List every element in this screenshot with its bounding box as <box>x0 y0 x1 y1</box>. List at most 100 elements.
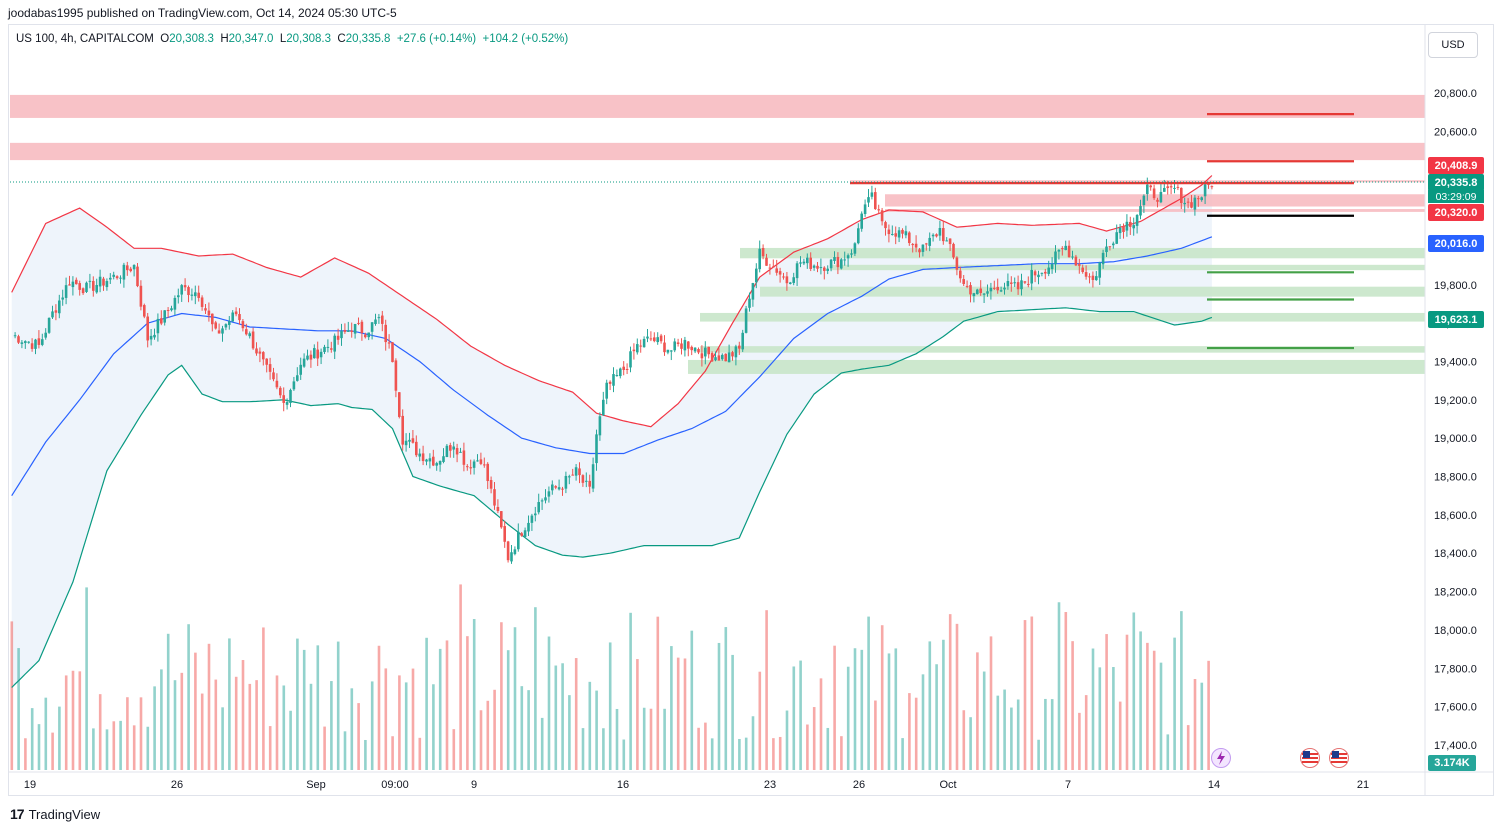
candle-body <box>938 228 942 236</box>
price-tick-label: 19,400.0 <box>1434 356 1477 368</box>
candle-body <box>877 209 880 211</box>
candle-body <box>285 401 289 405</box>
candle-body <box>663 342 666 353</box>
volume-bar <box>527 690 530 770</box>
candle-body <box>1078 264 1081 266</box>
volume-bar <box>704 722 707 770</box>
candle-body <box>119 277 122 279</box>
candle-body <box>1105 246 1108 253</box>
candle-body <box>156 318 160 334</box>
volume-bar <box>350 688 354 770</box>
candle-body <box>20 342 24 344</box>
candle-body <box>789 282 792 284</box>
volume-bar <box>58 706 61 770</box>
time-tick-label: 14 <box>1208 779 1220 791</box>
candle-body <box>1156 199 1159 202</box>
us-flag-event-icon[interactable] <box>1300 748 1320 768</box>
candle-body <box>54 310 58 313</box>
us-flag-event-icon[interactable] <box>1329 748 1349 768</box>
candle-body <box>1091 275 1095 280</box>
volume-bar <box>1146 642 1149 770</box>
candle-body <box>381 315 384 324</box>
volume-bar <box>1044 698 1047 770</box>
volume-bar <box>1003 689 1006 770</box>
volume-bar <box>438 648 442 770</box>
volume-bar <box>595 690 598 770</box>
price-tick-label: 20,800.0 <box>1434 88 1477 100</box>
currency-button[interactable]: USD <box>1428 32 1478 58</box>
candle-body <box>336 335 340 340</box>
candle-body <box>874 192 877 209</box>
candle-body <box>442 456 445 462</box>
volume-bar <box>1118 701 1122 770</box>
candle-body <box>863 204 867 215</box>
candle-body <box>846 255 850 259</box>
volume-bar <box>914 697 918 770</box>
volume-bar <box>336 641 340 770</box>
price-tick-label: 18,800.0 <box>1434 472 1477 484</box>
candle-body <box>377 317 381 319</box>
candle-body <box>30 343 34 349</box>
candle-body <box>710 353 714 362</box>
candle-body <box>551 484 554 491</box>
candle-body <box>214 322 217 329</box>
candle-body <box>296 375 299 381</box>
candle-body <box>449 445 452 451</box>
volume-bar <box>792 666 796 770</box>
volume-bar <box>615 708 619 770</box>
volume-bar <box>908 693 911 770</box>
candle-body <box>1176 186 1180 188</box>
candle-body <box>727 352 731 363</box>
candle-body <box>857 228 860 244</box>
resistance-zone <box>850 180 1425 183</box>
candle-body <box>459 451 462 453</box>
symbol-name[interactable]: US 100, 4h, CAPITALCOM <box>16 33 154 45</box>
candle-body <box>653 337 656 342</box>
candle-body <box>282 395 285 403</box>
candle-body <box>642 338 646 348</box>
volume-bar <box>840 736 843 770</box>
candle-body <box>802 261 806 264</box>
candle-body <box>466 466 469 468</box>
tradingview-logo-icon: 17 <box>10 806 25 822</box>
candle-body <box>1101 252 1105 265</box>
candle-body <box>704 347 707 357</box>
lightning-event-icon[interactable] <box>1211 748 1231 768</box>
price-tick-label: 17,800.0 <box>1434 663 1477 675</box>
volume-bar <box>806 724 809 770</box>
volume-bar <box>370 681 374 770</box>
candle-body <box>319 351 323 358</box>
volume-bar <box>1064 612 1068 770</box>
volume-bar <box>1159 662 1163 770</box>
candle-body <box>364 334 367 338</box>
time-tick-label: 26 <box>171 779 183 791</box>
volume-bar <box>1084 695 1088 770</box>
candle-body <box>139 285 143 307</box>
volume-bar <box>955 623 959 770</box>
tradingview-brand[interactable]: 17 TradingView <box>10 806 100 822</box>
volume-bar <box>785 710 789 770</box>
candle-body <box>1013 282 1016 284</box>
volume-bar <box>717 642 721 770</box>
candle-body <box>166 309 170 311</box>
support-zone <box>700 346 1425 353</box>
candle-body <box>500 511 503 528</box>
candle-body <box>707 346 710 355</box>
volume-bar <box>710 738 714 770</box>
candle-body <box>323 346 326 353</box>
volume-bar <box>459 584 462 770</box>
candle-body <box>891 233 894 235</box>
volume-bar <box>1186 725 1190 770</box>
candle-body <box>836 256 840 268</box>
volume-bar <box>547 636 551 770</box>
lower-band-price-tag: 19,623.1 <box>1428 311 1484 328</box>
volume-bar <box>228 638 231 770</box>
candle-body <box>275 380 279 388</box>
volume-bar <box>92 728 95 770</box>
volume-bar <box>105 729 109 770</box>
candle-body <box>340 331 343 339</box>
candle-body <box>870 192 874 197</box>
volume-bar <box>642 707 646 770</box>
volume-bar <box>146 726 150 770</box>
